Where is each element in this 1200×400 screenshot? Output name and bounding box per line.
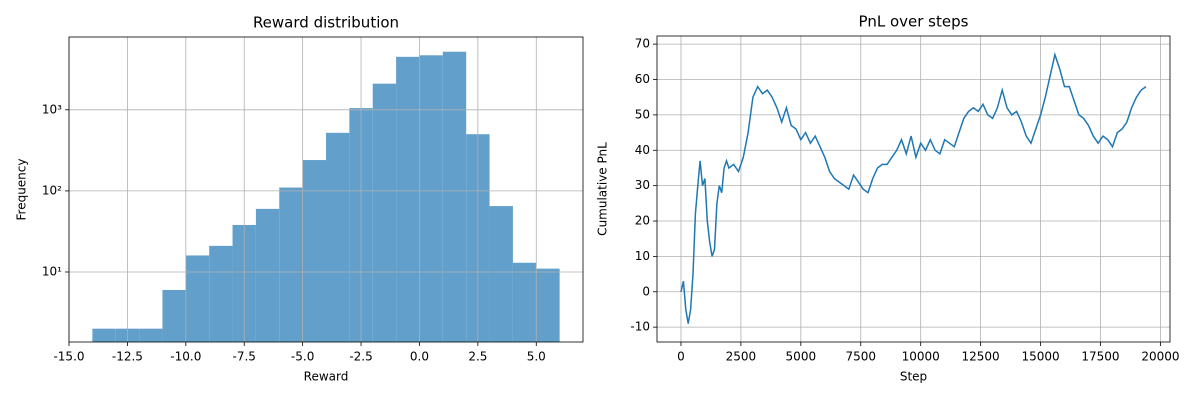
y-axis-label: Frequency (15, 159, 29, 221)
y-tick-label: 10³ (42, 102, 62, 116)
bar (536, 268, 560, 342)
x-tick-label: -2.5 (349, 350, 372, 364)
y-tick-label: 70 (635, 37, 650, 51)
x-axis-label: Reward (304, 370, 349, 384)
y-tick-label: 0 (642, 284, 650, 298)
chart-title: Reward distribution (253, 14, 399, 32)
y-tick-label: 20 (635, 214, 650, 228)
x-tick-label: 0.0 (410, 350, 429, 364)
axes-frame (68, 36, 584, 343)
x-tick-label: 7500 (845, 350, 876, 364)
y-tick-label: 10¹ (42, 264, 62, 278)
bar (162, 289, 186, 342)
y-tick-label: 40 (635, 143, 650, 157)
bar (255, 208, 280, 342)
x-tick-label: -10.0 (170, 350, 201, 364)
bar (302, 160, 326, 342)
bar (209, 245, 233, 342)
bar (92, 328, 116, 342)
chart-title: PnL over steps (859, 13, 969, 31)
x-tick-label: 12500 (962, 350, 1000, 364)
bar (489, 206, 513, 342)
x-tick-label: -5.0 (291, 350, 314, 364)
bar (396, 56, 420, 342)
x-tick-label: -12.5 (112, 350, 143, 364)
bar (372, 83, 397, 342)
bar (139, 328, 163, 342)
x-tick-label: 15000 (1021, 350, 1059, 364)
x-tick-label: 17500 (1081, 350, 1119, 364)
x-tick-label: -15.0 (53, 350, 84, 364)
y-tick-label: 30 (635, 178, 650, 192)
bar (185, 255, 210, 342)
x-tick-label: 5.0 (527, 350, 546, 364)
y-tick-label: -10 (630, 320, 650, 334)
y-axis-label: Cumulative PnL (596, 142, 610, 236)
bar (442, 51, 467, 343)
bar (279, 187, 303, 342)
x-tick-label: -7.5 (233, 350, 256, 364)
y-tick-label: 50 (635, 107, 650, 121)
line (680, 51, 1147, 324)
bar (512, 262, 537, 342)
bar (419, 55, 443, 342)
x-tick-label: 2500 (726, 350, 757, 364)
y-tick-label: 60 (635, 72, 650, 86)
y-tick-label: 10² (42, 183, 62, 197)
x-axis-label: Step (900, 370, 927, 384)
x-tick-label: 2.5 (468, 350, 487, 364)
x-tick-label: 10000 (902, 350, 940, 364)
bar (326, 132, 350, 342)
x-tick-label: 0 (677, 350, 685, 364)
axes-frame (656, 35, 1171, 343)
y-tick-label: 10 (635, 249, 650, 263)
x-tick-label: 20000 (1141, 350, 1179, 364)
x-tick-label: 5000 (786, 350, 817, 364)
